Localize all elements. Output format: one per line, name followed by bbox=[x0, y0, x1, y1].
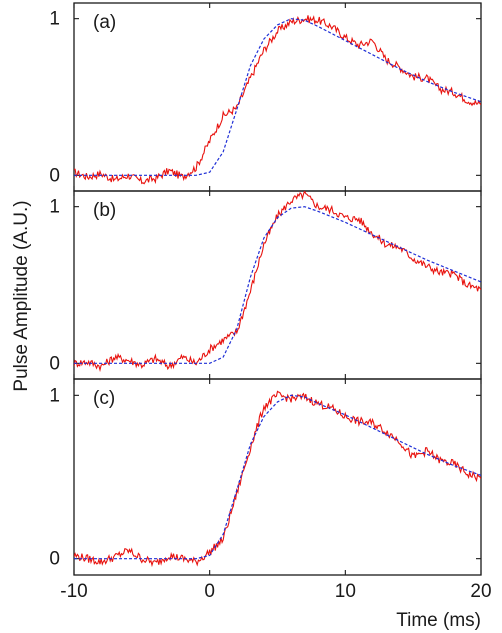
y-tick-label: 1 bbox=[49, 197, 60, 218]
x-tick-label: -10 bbox=[60, 581, 87, 602]
fit-series-line bbox=[74, 394, 481, 560]
fit-series-line bbox=[74, 206, 481, 364]
y-tick-label: 0 bbox=[49, 165, 60, 186]
x-tick-label: 0 bbox=[204, 581, 215, 602]
panels-group: 0 1 (a) 0 1 (b) 0 1 (c) bbox=[49, 2, 482, 576]
x-tick-label: 10 bbox=[335, 581, 356, 602]
y-tick-label: 1 bbox=[49, 9, 60, 30]
measured-series-line bbox=[74, 390, 481, 568]
y-tick-label: 0 bbox=[49, 353, 60, 374]
x-axis-title: Time (ms) bbox=[396, 610, 481, 631]
y-tick-label: 0 bbox=[49, 549, 60, 570]
panel-label: (b) bbox=[93, 200, 116, 221]
panel-label: (a) bbox=[93, 12, 116, 33]
x-tick-labels: -10 0 10 20 bbox=[60, 581, 491, 602]
panel-frame bbox=[73, 190, 482, 380]
y-axis-title: Pulse Amplitude (A.U.) bbox=[11, 200, 32, 391]
y-tick-label: 1 bbox=[49, 385, 60, 406]
fit-series-line bbox=[74, 18, 481, 176]
panel-label: (c) bbox=[93, 388, 115, 409]
panel-frame bbox=[73, 378, 482, 576]
measured-series-line bbox=[74, 191, 481, 373]
measured-series-line bbox=[74, 15, 481, 185]
panel-1: 0 1 (a) bbox=[49, 2, 482, 192]
x-tick-label: 20 bbox=[470, 581, 491, 602]
panel-3: 0 1 (c) bbox=[49, 378, 482, 576]
panel-2: 0 1 (b) bbox=[49, 190, 482, 380]
